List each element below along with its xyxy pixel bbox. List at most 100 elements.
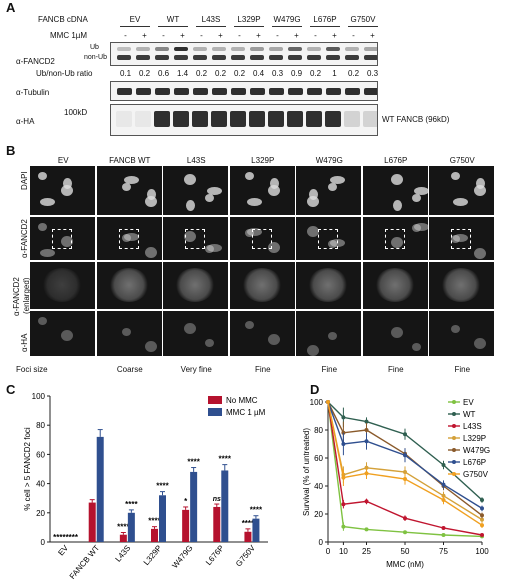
tubulin-band [364,88,377,95]
data-point [341,502,346,507]
y-tick-label: 80 [314,426,323,435]
enlarged-nucleus [108,268,149,302]
mmc-sign: - [162,31,165,40]
ratio-value: 0.2 [195,69,208,78]
data-point [341,524,346,529]
image-column-label: L676P [384,156,408,165]
ha-band [173,111,189,127]
ratio-value: 0.3 [271,69,284,78]
mmc-sign: + [332,31,337,40]
legend-label: MMC 1 µM [226,408,266,417]
ub-band [288,47,302,51]
foci-size-value: Very fine [180,365,212,374]
sample-underline [348,26,378,27]
tubulin-band [136,88,151,95]
ev-significance-marker: ******** [53,533,79,542]
y-tick-label: 80 [36,421,45,430]
nucleus-shape [61,236,73,247]
data-point [341,430,346,435]
enlarged-nucleus [241,268,282,302]
legend-marker [452,472,456,476]
data-point [480,506,484,511]
fancd2-enlarged-image [429,262,494,309]
sample-underline [272,26,302,27]
enlarged-nucleus [42,268,82,302]
ha-band [192,111,208,127]
data-point [480,533,484,537]
fancd2-enlarged-image [229,262,295,309]
data-point [441,493,446,498]
ha-band [325,111,341,127]
nonub-band [212,55,226,60]
sample-label: L676P [313,15,337,24]
nucleus-shape [205,194,214,202]
nucleus-shape [328,332,337,340]
fancd2-enlarged-image [296,262,361,309]
x-tick-label: 0 [326,547,331,556]
ratio-value: 1 [332,69,337,78]
data-point [441,498,446,502]
fancd2-label: α-FANCD2 [16,57,55,66]
legend-label: EV [463,398,474,407]
significance-label: **** [250,506,263,515]
zoom-box [451,229,471,249]
ha-image [96,311,162,356]
nucleus-shape [451,325,460,333]
nucleus-shape [328,183,337,191]
nucleus-shape [453,234,468,242]
data-point [341,415,346,420]
data-point [403,477,407,481]
legend-label: L676P [463,458,486,467]
nucleus-shape [307,345,319,356]
ub-band [193,47,207,51]
ratio-value: 1.4 [176,69,189,78]
data-point [364,471,369,476]
kd-marker: 100kD [64,108,88,117]
row-ha-label: α-HA [20,333,29,352]
bar [127,512,135,542]
tubulin-band [117,88,132,95]
mmc-sign: - [200,31,203,40]
data-point [341,475,346,480]
sample-label: L43S [201,15,221,24]
tubulin-band [250,88,265,95]
ha-image [30,311,95,356]
dapi-image [362,166,428,215]
legend-label: L43S [463,422,482,431]
tubulin-band [231,88,246,95]
data-point [441,533,446,537]
y-tick-label: 20 [314,510,323,519]
nucleus-shape [207,187,222,195]
nucleus-shape [61,330,73,341]
nucleus-shape [184,174,196,185]
sample-underline [234,26,264,27]
ratio-value: 0.9 [290,69,303,78]
nucleus-shape [123,176,139,184]
cdna-label: FANCB cDNA [38,15,88,24]
ha-image [362,311,428,356]
dapi-image [163,166,228,215]
nucleus-shape [205,245,214,253]
nucleus-shape [328,240,337,248]
foci-size-value: Fine [321,365,338,374]
tubulin-band [345,88,360,95]
y-tick-label: 0 [319,538,324,547]
y-tick-label: 0 [41,538,46,547]
nucleus-shape [38,223,47,231]
tubulin-band [155,88,170,95]
nucleus-shape [267,334,280,345]
y-tick-label: 60 [36,450,45,459]
nucleus-shape [184,231,196,242]
y-tick-label: 40 [314,482,323,491]
ratio-value: 0.6 [157,69,170,78]
ub-band [269,47,283,51]
image-column-label: FANCB WT [109,156,151,165]
data-point [403,470,407,474]
mmc-sign: - [314,31,317,40]
series-line [327,401,483,536]
x-tick-label: 75 [439,547,448,556]
nucleus-shape [413,223,428,231]
significance-label: **** [242,519,255,528]
data-point [364,465,369,470]
data-point [480,513,484,518]
